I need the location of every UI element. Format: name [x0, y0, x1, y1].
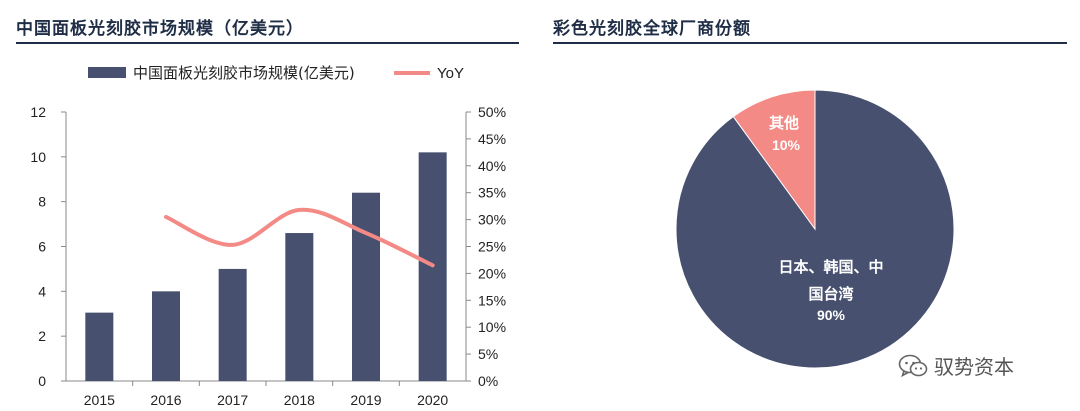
legend-swatch-bar: [88, 67, 126, 78]
yoy-line: [164, 207, 435, 268]
right-tick-label: 10%: [478, 319, 506, 335]
left-chart-title: 中国面板光刻胶市场规模（亿美元）: [16, 19, 304, 39]
legend-label-yoy: YoY: [437, 65, 464, 82]
right-title-rule: [553, 42, 1067, 44]
left-tick-label: 10: [30, 149, 46, 165]
pie-pct-other: 10%: [772, 137, 801, 153]
bar: [352, 192, 380, 381]
pie-label-main-line1: 日本、韩国、中: [778, 258, 883, 276]
bar: [85, 312, 114, 381]
wechat-icon: [898, 354, 928, 377]
right-tick-label: 35%: [478, 185, 506, 201]
watermark: 驭势资本: [898, 351, 1014, 380]
x-tick-label: 2020: [417, 392, 448, 408]
bar: [218, 268, 247, 381]
legend-label-bar: 中国面板光刻胶市场规模(亿美元): [133, 64, 355, 82]
left-tick-label: 6: [38, 239, 46, 255]
right-chart-title: 彩色光刻胶全球厂商份额: [553, 19, 751, 39]
bar: [285, 233, 314, 381]
left-tick-label: 12: [30, 104, 46, 120]
pie-slice: [732, 89, 816, 231]
left-tick-label: 4: [38, 283, 46, 299]
pie-label-main-line2: 国台湾: [808, 285, 853, 303]
x-tick-label: 2018: [284, 392, 315, 408]
x-tick-label: 2016: [150, 392, 181, 408]
pie-pct-main: 90%: [817, 307, 846, 323]
x-tick-label: 2015: [84, 392, 115, 408]
right-tick-label: 50%: [478, 104, 506, 120]
right-tick-label: 30%: [478, 212, 506, 228]
pie-label-other: 其他: [769, 114, 799, 132]
watermark-text: 驭势资本: [934, 355, 1014, 379]
left-title-rule: [16, 42, 519, 44]
left-tick-label: 2: [38, 328, 46, 344]
right-tick-label: 0%: [478, 373, 498, 389]
right-tick-label: 15%: [478, 292, 506, 308]
x-tick-label: 2019: [350, 392, 381, 408]
right-tick-label: 5%: [478, 346, 498, 362]
right-tick-label: 45%: [478, 131, 506, 147]
left-tick-label: 8: [38, 194, 46, 210]
bar: [152, 291, 180, 381]
right-tick-label: 20%: [478, 265, 506, 281]
x-tick-label: 2017: [217, 392, 248, 408]
right-tick-label: 40%: [478, 158, 506, 174]
left-tick-label: 0: [38, 373, 46, 389]
right-tick-label: 25%: [478, 239, 506, 255]
